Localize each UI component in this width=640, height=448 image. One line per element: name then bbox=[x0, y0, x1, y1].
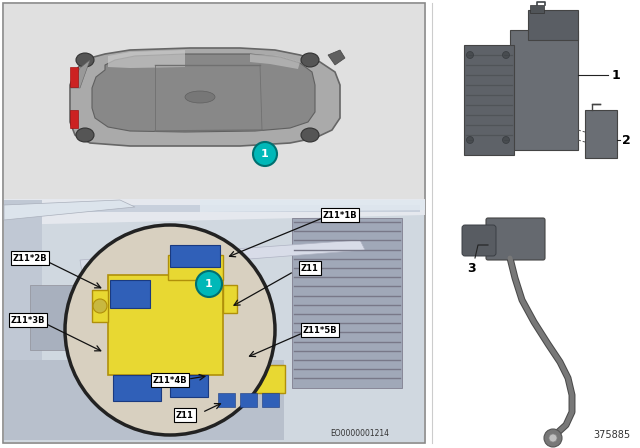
Circle shape bbox=[93, 299, 107, 313]
Circle shape bbox=[467, 137, 474, 143]
FancyBboxPatch shape bbox=[462, 225, 496, 256]
Text: 1: 1 bbox=[612, 69, 621, 82]
FancyBboxPatch shape bbox=[218, 393, 235, 407]
FancyBboxPatch shape bbox=[4, 360, 284, 440]
FancyBboxPatch shape bbox=[585, 110, 617, 158]
Text: 2: 2 bbox=[622, 134, 631, 146]
Polygon shape bbox=[4, 199, 425, 225]
FancyBboxPatch shape bbox=[215, 365, 285, 393]
Polygon shape bbox=[4, 205, 420, 212]
Circle shape bbox=[502, 52, 509, 59]
FancyBboxPatch shape bbox=[110, 280, 150, 308]
Polygon shape bbox=[70, 48, 340, 146]
Ellipse shape bbox=[301, 128, 319, 142]
FancyBboxPatch shape bbox=[510, 30, 578, 150]
Text: Z11: Z11 bbox=[176, 410, 194, 419]
Circle shape bbox=[253, 142, 277, 166]
Text: 375885: 375885 bbox=[593, 430, 630, 440]
Text: EO0000001214: EO0000001214 bbox=[330, 429, 390, 438]
FancyBboxPatch shape bbox=[528, 10, 578, 40]
FancyBboxPatch shape bbox=[530, 5, 544, 13]
FancyBboxPatch shape bbox=[223, 285, 237, 313]
FancyBboxPatch shape bbox=[486, 218, 545, 260]
Polygon shape bbox=[4, 200, 135, 220]
Text: 3: 3 bbox=[467, 262, 476, 275]
FancyBboxPatch shape bbox=[240, 393, 257, 407]
FancyBboxPatch shape bbox=[464, 45, 514, 155]
FancyBboxPatch shape bbox=[168, 255, 223, 280]
FancyBboxPatch shape bbox=[4, 4, 424, 199]
Polygon shape bbox=[328, 50, 345, 65]
FancyBboxPatch shape bbox=[108, 275, 223, 375]
Circle shape bbox=[196, 271, 222, 297]
Text: Z11: Z11 bbox=[301, 263, 319, 272]
Text: Z11*5B: Z11*5B bbox=[303, 326, 337, 335]
Ellipse shape bbox=[185, 91, 215, 103]
FancyBboxPatch shape bbox=[3, 3, 425, 443]
FancyBboxPatch shape bbox=[92, 290, 108, 322]
FancyBboxPatch shape bbox=[4, 200, 42, 440]
FancyBboxPatch shape bbox=[262, 393, 279, 407]
Polygon shape bbox=[70, 60, 90, 88]
Text: 1: 1 bbox=[261, 149, 269, 159]
FancyBboxPatch shape bbox=[170, 375, 208, 397]
Polygon shape bbox=[80, 240, 365, 272]
Circle shape bbox=[65, 225, 275, 435]
FancyBboxPatch shape bbox=[70, 110, 78, 128]
Polygon shape bbox=[92, 54, 315, 132]
Polygon shape bbox=[108, 50, 185, 68]
Circle shape bbox=[502, 137, 509, 143]
FancyBboxPatch shape bbox=[292, 218, 402, 388]
FancyBboxPatch shape bbox=[113, 375, 161, 401]
Ellipse shape bbox=[76, 128, 94, 142]
FancyBboxPatch shape bbox=[4, 199, 424, 442]
Text: Z11*3B: Z11*3B bbox=[11, 315, 45, 324]
FancyBboxPatch shape bbox=[170, 245, 220, 267]
Text: Z11*1B: Z11*1B bbox=[323, 211, 357, 220]
Text: 1: 1 bbox=[205, 279, 213, 289]
Polygon shape bbox=[250, 54, 300, 69]
Circle shape bbox=[467, 52, 474, 59]
Polygon shape bbox=[200, 200, 425, 212]
Text: Z11*2B: Z11*2B bbox=[13, 254, 47, 263]
FancyBboxPatch shape bbox=[30, 285, 120, 350]
Text: Z11*4B: Z11*4B bbox=[153, 375, 188, 384]
FancyBboxPatch shape bbox=[70, 67, 78, 87]
Circle shape bbox=[549, 434, 557, 442]
Ellipse shape bbox=[76, 53, 94, 67]
Circle shape bbox=[544, 429, 562, 447]
Ellipse shape bbox=[301, 53, 319, 67]
